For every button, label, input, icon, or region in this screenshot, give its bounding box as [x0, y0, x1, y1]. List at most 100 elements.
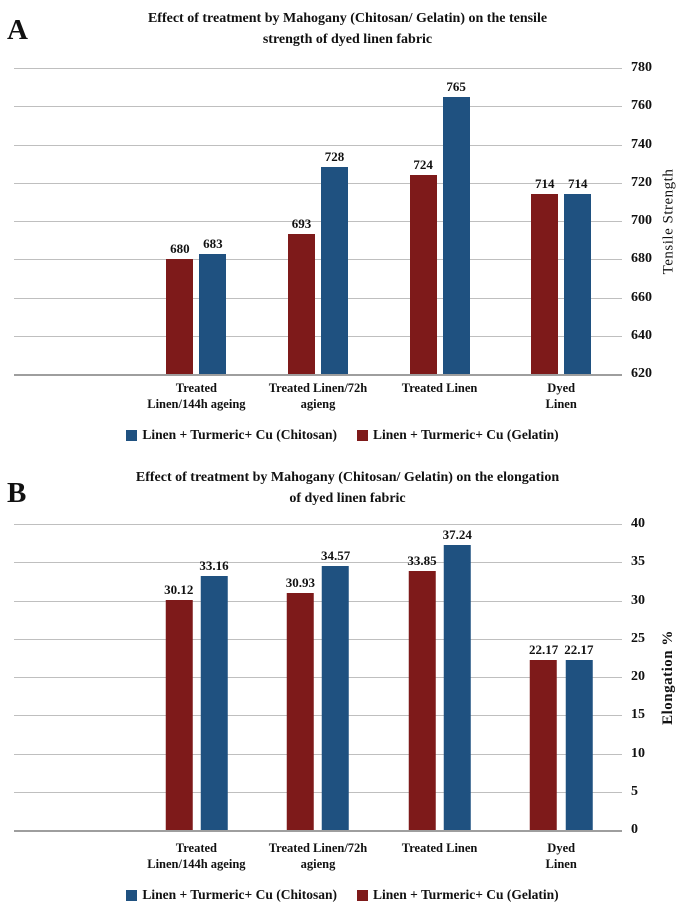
category-label: Dyed Linen	[545, 841, 577, 872]
bar-value-label: 30.93	[285, 575, 315, 591]
y-tick-label: 680	[631, 251, 652, 267]
bar-with-label: 693	[288, 68, 315, 374]
category-label: Treated Linen/144h ageing	[147, 381, 246, 412]
bar-value-label: 683	[203, 235, 223, 251]
bar-group: 30.12 33.16	[164, 524, 229, 830]
gridline	[14, 600, 622, 602]
category-axis: Treated Linen/144h ageing Treated Linen/7…	[14, 380, 622, 424]
chart-title-b: Effect of treatment by Mahogany (Chitosa…	[135, 470, 560, 506]
bar-with-label: 683	[199, 68, 227, 374]
bar-group: 33.85 37.24	[407, 524, 472, 830]
bar-with-label: 33.85	[407, 524, 437, 830]
gridline	[14, 830, 622, 832]
legend-label-chitosan: Linen + Turmeric+ Cu (Chitosan)	[142, 427, 337, 442]
y-tick-label: 620	[631, 366, 652, 381]
gridline	[14, 68, 622, 69]
bar-with-label: 37.24	[443, 524, 472, 830]
gridline	[14, 335, 622, 337]
y-tick-label: 25	[631, 630, 645, 646]
bar-with-label: 724	[409, 68, 437, 374]
bar-with-label: 30.12	[164, 524, 193, 830]
bar-with-label: 34.57	[321, 524, 350, 830]
bar-group: 714 714	[531, 68, 592, 374]
legend-item-chitosan: Linen + Turmeric+ Cu (Chitosan)	[126, 887, 337, 903]
bar-value-label: 22.17	[528, 642, 559, 658]
bar-value-label: 37.24	[442, 527, 472, 543]
legend: Linen + Turmeric+ Cu (Chitosan) Linen + …	[0, 427, 685, 443]
y-axis-title-text: Tensile Strength	[660, 168, 676, 274]
bar-value-label: 30.12	[164, 581, 194, 597]
gridline	[14, 144, 622, 146]
bar	[408, 571, 436, 830]
bar-value-label: 33.85	[407, 553, 437, 569]
gridline	[14, 562, 622, 564]
category-label: Dyed Linen	[545, 381, 577, 412]
gridline	[14, 715, 622, 717]
legend-item-gelatin: Linen + Turmeric+ Cu (Gelatin)	[357, 427, 559, 443]
y-tick-label: 30	[631, 592, 645, 608]
legend-swatch-chitosan-icon	[126, 429, 138, 441]
bar	[565, 660, 593, 830]
bar-with-label: 714	[564, 68, 592, 374]
legend-label-gelatin: Linen + Turmeric+ Cu (Gelatin)	[373, 427, 559, 442]
bar-with-label: 714	[531, 68, 559, 374]
bar	[442, 96, 470, 374]
gridline	[14, 753, 622, 755]
plot-area: 30.12 33.16 30.93 34.57 33.85 37.24 22.17 22.17	[14, 524, 622, 832]
bar-with-label: 680	[166, 68, 194, 374]
y-tick-label: 760	[631, 98, 652, 114]
bar-with-label: 22.17	[529, 524, 558, 830]
bar-value-label: 714	[534, 176, 555, 192]
category-label: Treated Linen	[401, 381, 478, 395]
bar	[165, 599, 193, 830]
category-axis: Treated Linen/144h ageing Treated Linen/7…	[14, 840, 622, 884]
bar	[288, 234, 315, 374]
legend-label-gelatin: Linen + Turmeric+ Cu (Gelatin)	[373, 887, 559, 902]
bar-group: 22.17 22.17	[529, 524, 593, 830]
category-label: Treated Linen/144h ageing	[147, 841, 246, 872]
bar-value-label: 680	[170, 241, 190, 257]
legend-item-gelatin: Linen + Turmeric+ Cu (Gelatin)	[357, 887, 559, 903]
gridline	[14, 677, 622, 678]
gridline	[14, 374, 622, 376]
y-tick-label: 35	[631, 554, 645, 570]
panel-label-a: A	[7, 14, 28, 46]
bar-group: 30.93 34.57	[286, 524, 350, 830]
bar	[322, 565, 350, 830]
gridline	[14, 106, 622, 108]
bar-group: 724 765	[409, 68, 470, 374]
y-axis-ticks: 0 5 10 15 20 25 30 35 40	[631, 516, 681, 837]
legend-swatch-chitosan-icon	[126, 889, 138, 901]
legend-swatch-gelatin-icon	[357, 429, 368, 441]
bar-value-label: 34.57	[321, 547, 351, 563]
bar	[531, 194, 559, 374]
bar-value-label: 728	[324, 149, 345, 165]
y-tick-label: 20	[631, 669, 645, 684]
panel-a: A Effect of treatment by Mahogany (Chito…	[0, 0, 685, 455]
bar-with-label: 22.17	[564, 524, 593, 830]
bar-with-label: 33.16	[199, 524, 229, 830]
category-label: Treated Linen/72h agieng	[268, 381, 368, 412]
category-label: Treated Linen/72h agieng	[268, 841, 368, 872]
y-tick-label: 640	[631, 327, 652, 343]
bar	[166, 259, 194, 374]
gridline	[14, 297, 622, 299]
y-tick-label: 780	[631, 60, 652, 75]
bar-value-label: 714	[567, 176, 588, 192]
bar-group: 680 683	[166, 68, 227, 374]
y-axis-ticks: 620 640 660 680 700 720 740 760 780	[631, 60, 681, 381]
bar	[286, 593, 314, 830]
y-tick-label: 15	[631, 707, 645, 723]
gridline	[14, 182, 622, 184]
gridline	[14, 791, 622, 793]
y-tick-label: 5	[631, 783, 638, 799]
y-tick-label: 10	[631, 745, 645, 761]
bar-with-label: 728	[321, 68, 348, 374]
y-axis-title: Elongation %	[652, 524, 685, 830]
legend-item-chitosan: Linen + Turmeric+ Cu (Chitosan)	[126, 427, 337, 443]
gridline	[14, 259, 622, 261]
y-tick-label: 660	[631, 289, 652, 305]
y-axis-title-text: Elongation %	[660, 629, 676, 725]
bar-with-label: 30.93	[286, 524, 315, 830]
